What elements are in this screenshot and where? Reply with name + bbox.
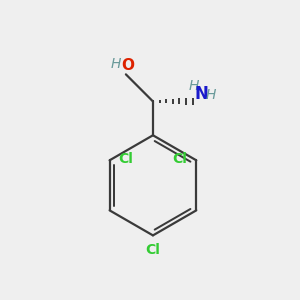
Text: H: H <box>189 79 200 93</box>
Text: Cl: Cl <box>118 152 133 166</box>
Text: O: O <box>121 58 134 73</box>
Text: N: N <box>194 85 208 103</box>
Text: Cl: Cl <box>146 243 160 257</box>
Text: H: H <box>206 88 216 102</box>
Text: Cl: Cl <box>172 152 188 166</box>
Text: H: H <box>110 57 121 71</box>
